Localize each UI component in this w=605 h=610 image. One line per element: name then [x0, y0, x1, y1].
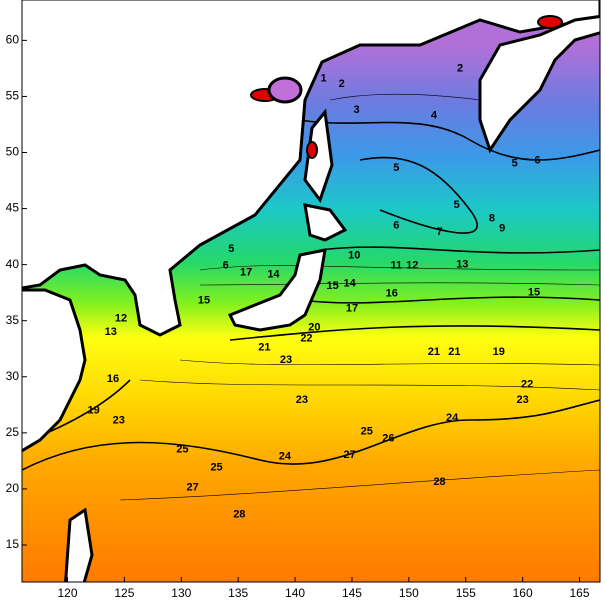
- contour-label: 19: [88, 404, 100, 416]
- y-tick-label: 30: [6, 369, 20, 383]
- contour-label: 7: [437, 226, 443, 238]
- contour-lines-thin: [119, 93, 600, 501]
- y-tick-label: 15: [6, 537, 20, 551]
- contour-label: 14: [344, 278, 357, 290]
- x-tick-label: 145: [342, 586, 362, 600]
- contour-lines: [22, 119, 600, 471]
- contour-label: 11: [391, 260, 403, 272]
- x-tick-label: 125: [114, 586, 134, 600]
- contour-label: 14: [267, 269, 280, 281]
- contour-label: 23: [296, 394, 308, 406]
- map-field: [22, 0, 600, 582]
- contour-label: 15: [326, 280, 338, 292]
- contour-label: 2: [339, 78, 345, 90]
- contour-label: 17: [346, 302, 358, 314]
- y-tick-label: 55: [6, 89, 20, 103]
- land: [22, 0, 600, 582]
- contour-label: 5: [393, 162, 399, 174]
- x-tick-label: 130: [171, 586, 191, 600]
- contour-label: 5: [512, 158, 518, 170]
- contour-label: 6: [534, 154, 540, 166]
- contour-label: 15: [198, 294, 210, 306]
- contour-label: 23: [517, 394, 529, 406]
- contour-label: 5: [454, 199, 460, 211]
- contour-label: 23: [113, 414, 125, 426]
- contour-label: 13: [456, 259, 468, 271]
- contour-label: 17: [240, 266, 252, 278]
- contour-label: 16: [107, 373, 119, 385]
- contour-label: 1: [320, 72, 326, 84]
- contour-label: 24: [446, 412, 459, 424]
- contour-label: 6: [223, 260, 229, 272]
- contour-label: 21: [428, 346, 440, 358]
- contour-label: 12: [406, 260, 418, 272]
- y-tick-label: 35: [6, 313, 20, 327]
- contour-label: 28: [433, 476, 445, 488]
- contour-label: 10: [348, 250, 360, 262]
- x-tick-label: 150: [399, 586, 419, 600]
- contour-label: 24: [279, 450, 292, 462]
- x-tick-label: 140: [285, 586, 305, 600]
- contour-label: 12: [115, 312, 127, 324]
- contour-label: 25: [176, 444, 188, 456]
- plot-frame: [21, 0, 601, 583]
- y-tick-label: 20: [6, 481, 20, 495]
- y-tick-label: 50: [6, 145, 20, 159]
- contour-label: 25: [210, 462, 222, 474]
- sea-of-okhotsk-patch: [267, 76, 303, 104]
- contour-label: 15: [528, 287, 540, 299]
- contour-label: 16: [386, 288, 398, 300]
- y-tick-label: 40: [6, 257, 20, 271]
- contour-label: 8: [489, 213, 495, 225]
- contour-label: 13: [105, 326, 117, 338]
- x-tick-label: 120: [57, 586, 77, 600]
- contour-label: 27: [187, 482, 199, 494]
- x-tick-label: 135: [228, 586, 248, 600]
- x-tick-label: 155: [456, 586, 476, 600]
- x-tick-label: 160: [513, 586, 533, 600]
- contour-label: 4: [431, 109, 438, 121]
- contour-label: 6: [393, 219, 399, 231]
- contour-label: 28: [233, 509, 245, 521]
- contour-label: 19: [493, 346, 505, 358]
- contour-label: 22: [521, 379, 533, 391]
- contour-label: 3: [353, 104, 359, 116]
- contour-label: 22: [300, 333, 312, 345]
- contour-label: 2: [457, 62, 463, 74]
- contour-label: 26: [382, 432, 394, 444]
- x-tick-label: 165: [570, 586, 590, 600]
- contour-label: 23: [280, 354, 292, 366]
- contour-label: 9: [499, 223, 505, 235]
- contour-label: 5: [228, 243, 234, 255]
- contour-label: 25: [361, 426, 373, 438]
- y-tick-label: 60: [6, 33, 20, 47]
- y-tick-label: 25: [6, 425, 20, 439]
- contour-label: 21: [258, 342, 270, 354]
- contour-label: 20: [308, 321, 320, 333]
- y-tick-label: 45: [6, 201, 20, 215]
- contour-label: 21: [448, 346, 460, 358]
- contour-label: 27: [344, 449, 356, 461]
